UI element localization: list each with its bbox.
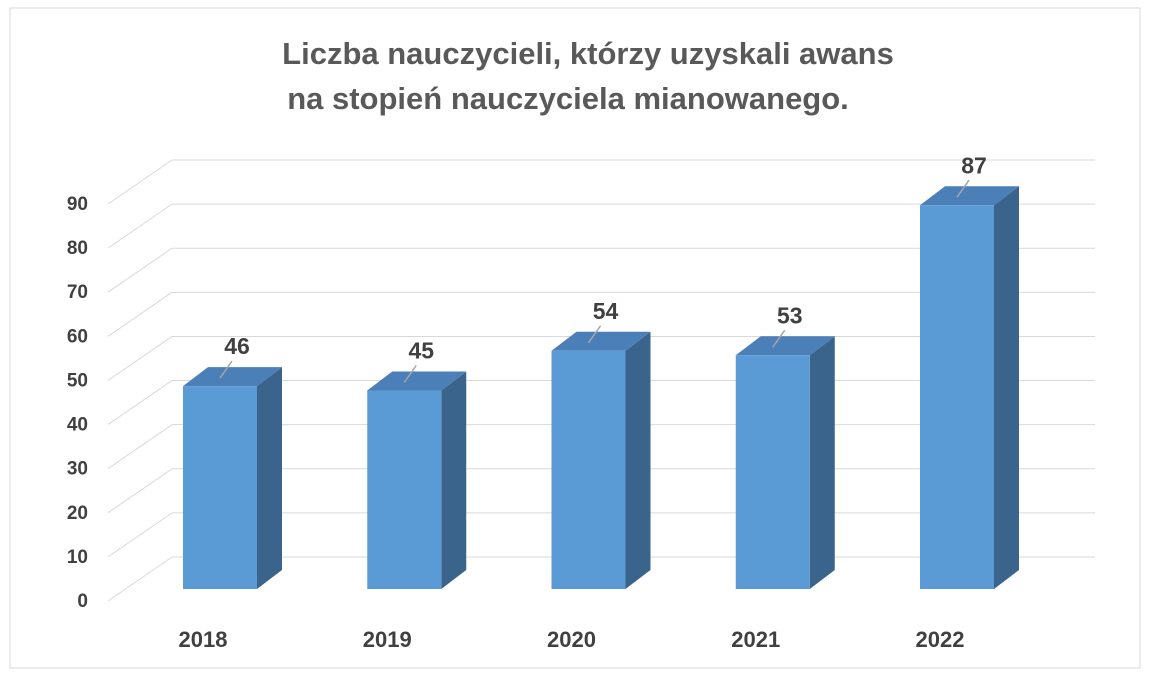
bar — [367, 371, 467, 589]
value-label: 53 — [777, 302, 803, 328]
y-tick-label: 80 — [67, 238, 88, 259]
y-tick-label: 50 — [67, 370, 88, 391]
value-label: 54 — [593, 298, 619, 324]
bar-front — [735, 355, 810, 589]
grid-line — [107, 336, 173, 381]
grid-line — [107, 380, 173, 425]
y-tick-label: 30 — [67, 459, 88, 480]
leader-line — [772, 329, 786, 348]
x-tick-label: 2018 — [179, 627, 228, 652]
y-tick-label: 20 — [67, 503, 88, 524]
bar-front — [920, 205, 994, 589]
bar-side — [625, 331, 651, 589]
x-tick-label: 2022 — [916, 627, 965, 652]
x-tick-label: 2021 — [731, 627, 780, 652]
leader-line — [219, 360, 233, 379]
grid-line — [107, 556, 173, 602]
bar-top — [735, 336, 835, 356]
grid-line — [107, 291, 173, 337]
chart-title: Liczba nauczycieli, którzy uzyskali awan… — [282, 36, 894, 71]
value-label: 87 — [961, 152, 987, 178]
bar — [551, 331, 651, 589]
bar-front — [183, 386, 257, 589]
y-tick-label: 70 — [67, 282, 88, 303]
bar-side — [441, 371, 467, 589]
value-label: 45 — [408, 338, 434, 364]
leader-line — [587, 325, 602, 344]
grid-line — [107, 203, 173, 249]
leader-line — [403, 365, 417, 383]
bar-top — [551, 331, 651, 351]
bar-top — [367, 371, 467, 391]
value-label: 46 — [224, 333, 250, 359]
bar-top — [183, 367, 282, 387]
bar-front — [551, 350, 626, 589]
y-tick-label: 0 — [77, 591, 88, 612]
chart-title: na stopień nauczyciela mianowanego. — [287, 81, 849, 116]
bar — [920, 186, 1019, 589]
x-tick-label: 2019 — [363, 627, 412, 652]
y-tick-label: 90 — [67, 194, 88, 215]
bar-front — [367, 390, 442, 589]
grid-line — [107, 247, 173, 293]
x-tick-label: 2020 — [547, 627, 596, 652]
bar-side — [994, 186, 1019, 589]
y-tick-label: 40 — [67, 415, 88, 436]
bar-top — [920, 186, 1019, 206]
bar-side — [809, 336, 835, 589]
bar-side — [257, 367, 282, 589]
grid-line — [107, 159, 173, 205]
leader-line — [956, 179, 970, 198]
grid-line — [107, 512, 173, 558]
bar — [183, 367, 282, 589]
y-tick-label: 60 — [67, 326, 88, 347]
y-tick-label: 10 — [67, 547, 88, 568]
grid-line — [107, 468, 173, 514]
bar — [735, 336, 835, 589]
grid-line — [107, 424, 173, 470]
